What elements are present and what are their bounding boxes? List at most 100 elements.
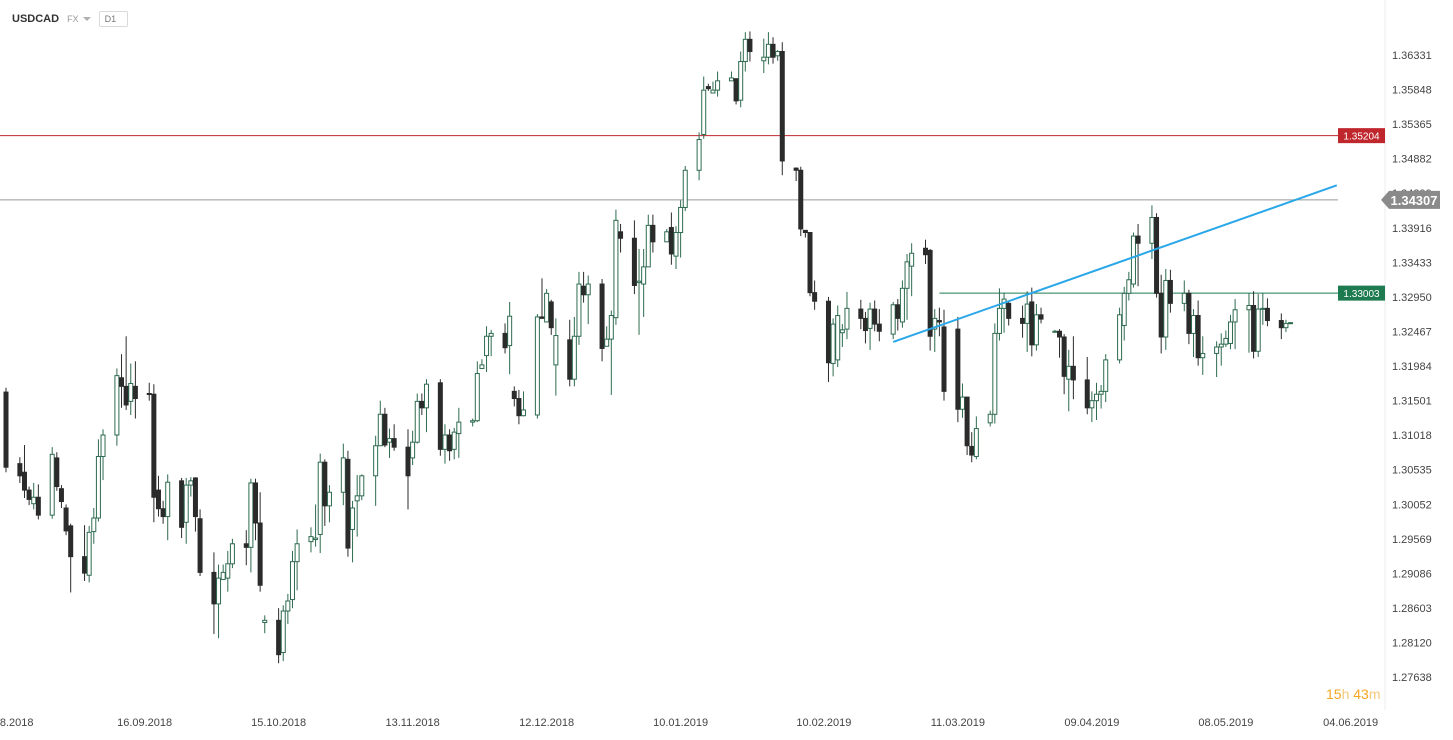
candle-body bbox=[128, 382, 134, 402]
candle-body bbox=[835, 315, 841, 361]
candle bbox=[132, 361, 138, 419]
candle bbox=[456, 407, 462, 458]
candle bbox=[183, 477, 189, 544]
candle bbox=[567, 319, 573, 387]
candle-body bbox=[183, 484, 189, 523]
candle-body bbox=[262, 619, 268, 623]
candle bbox=[1126, 271, 1132, 301]
candle-body bbox=[932, 317, 938, 330]
candle-body bbox=[904, 261, 910, 289]
candle-body bbox=[668, 227, 674, 255]
candle-body bbox=[747, 38, 753, 52]
candle-body bbox=[715, 80, 721, 91]
candle bbox=[58, 485, 64, 508]
candle bbox=[1006, 300, 1012, 326]
candle-body bbox=[581, 285, 587, 296]
candle bbox=[987, 410, 993, 427]
candle bbox=[1278, 313, 1284, 340]
candle bbox=[682, 165, 688, 212]
candle bbox=[35, 484, 41, 520]
candle-body bbox=[317, 461, 323, 535]
candle-body bbox=[844, 307, 850, 330]
candle-body bbox=[599, 283, 605, 349]
candle-body bbox=[248, 482, 254, 548]
candle-body bbox=[17, 463, 23, 477]
timeframe-label: D1 bbox=[104, 14, 117, 24]
candle-body bbox=[1149, 216, 1155, 244]
candle bbox=[608, 310, 614, 395]
candle bbox=[262, 615, 268, 634]
candle bbox=[484, 326, 490, 373]
candle bbox=[3, 387, 9, 473]
current-price-label: 1.34307 bbox=[1391, 193, 1438, 208]
candle-body bbox=[521, 409, 527, 417]
candle bbox=[1103, 354, 1109, 403]
candle bbox=[715, 71, 721, 97]
candle-body bbox=[1084, 379, 1090, 409]
candle-body bbox=[216, 577, 222, 605]
candle-body bbox=[95, 455, 101, 519]
candle-body bbox=[1024, 303, 1030, 324]
candle-body bbox=[807, 232, 813, 294]
candle-body bbox=[377, 413, 383, 447]
timeframe-dropdown[interactable]: D1 bbox=[98, 11, 129, 27]
candle bbox=[992, 323, 998, 424]
candle bbox=[1024, 291, 1030, 353]
candle-body bbox=[340, 457, 346, 493]
candle bbox=[63, 504, 69, 536]
candle bbox=[539, 278, 545, 319]
candle bbox=[179, 477, 185, 539]
candle bbox=[631, 220, 637, 295]
candle-body bbox=[1033, 314, 1039, 346]
candle-body bbox=[211, 571, 217, 605]
y-tick-label: 1.30052 bbox=[1392, 499, 1432, 511]
countdown-minutes-unit: m bbox=[1368, 686, 1381, 702]
y-tick-label: 1.34882 bbox=[1392, 154, 1432, 166]
candle bbox=[414, 393, 420, 444]
candle bbox=[470, 418, 476, 427]
candle bbox=[867, 302, 873, 350]
symbol-label: USDCAD bbox=[12, 13, 60, 25]
candle bbox=[146, 382, 152, 401]
candle-body bbox=[923, 247, 929, 256]
candle-body bbox=[959, 396, 965, 410]
candle-countdown: 15h 43m bbox=[1326, 686, 1381, 702]
candle-body bbox=[678, 206, 684, 234]
trendline-layer[interactable] bbox=[892, 184, 1338, 343]
candle bbox=[345, 450, 351, 557]
candle bbox=[844, 291, 850, 340]
candle bbox=[553, 318, 559, 396]
candle bbox=[664, 228, 670, 243]
chevron-down-icon bbox=[82, 17, 91, 21]
candle bbox=[779, 42, 785, 176]
candle bbox=[576, 271, 582, 345]
level-lines[interactable]: 1.35204 1.34307 1.33003 bbox=[0, 128, 1440, 301]
candlestick-series bbox=[3, 31, 1294, 664]
y-tick-label: 1.27638 bbox=[1392, 672, 1432, 684]
candle-body bbox=[285, 600, 291, 612]
candle bbox=[317, 453, 323, 554]
candle bbox=[728, 71, 734, 82]
candle-body bbox=[1066, 365, 1072, 380]
y-tick-label: 1.36331 bbox=[1392, 50, 1432, 62]
candle-body bbox=[474, 372, 480, 422]
candle-body bbox=[770, 43, 776, 58]
candle-body bbox=[21, 471, 27, 491]
candle bbox=[890, 301, 896, 340]
candle-body bbox=[1264, 307, 1270, 322]
candle-body bbox=[761, 56, 767, 62]
candle-body bbox=[313, 537, 319, 540]
market-dropdown[interactable]: FX bbox=[67, 14, 91, 24]
candle bbox=[308, 527, 314, 553]
ascending-trendline[interactable] bbox=[892, 184, 1338, 343]
candle-body bbox=[779, 50, 785, 162]
candle-body bbox=[1191, 315, 1197, 334]
candle bbox=[1264, 298, 1270, 327]
y-tick-label: 1.33433 bbox=[1392, 257, 1432, 269]
candle-body bbox=[86, 531, 92, 576]
x-tick-label: 08.05.2019 bbox=[1198, 717, 1253, 729]
chart-toolbar: USDCAD FX D1 bbox=[12, 9, 129, 29]
candle-body bbox=[470, 420, 476, 423]
candle-body bbox=[673, 232, 679, 257]
